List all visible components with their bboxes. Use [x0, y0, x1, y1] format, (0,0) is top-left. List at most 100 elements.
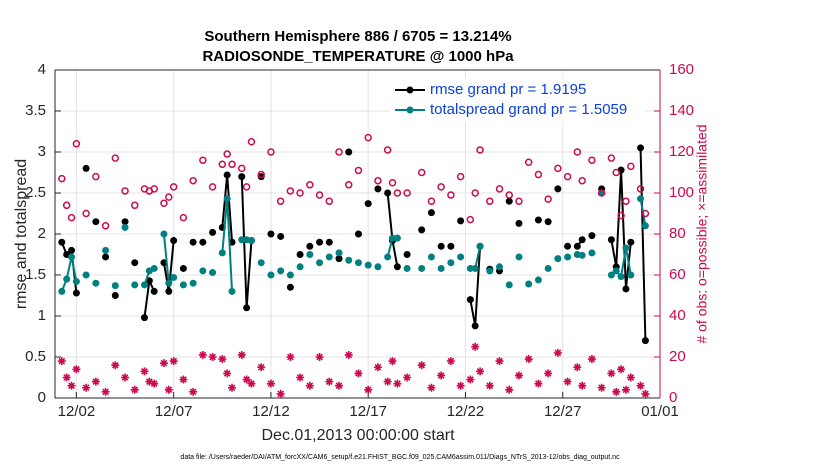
point [247, 379, 256, 388]
point [101, 222, 110, 230]
point [476, 242, 484, 250]
point [223, 171, 231, 179]
point [403, 264, 411, 272]
x-tick-label: 12/17 [349, 403, 387, 420]
point [578, 176, 586, 185]
point [364, 133, 372, 142]
point [170, 273, 178, 281]
point [189, 279, 197, 287]
point [637, 195, 645, 203]
point [588, 249, 596, 257]
line-segment [620, 247, 627, 277]
point [140, 367, 149, 376]
point [62, 201, 71, 210]
point [63, 275, 71, 283]
point [286, 283, 294, 291]
y2-tick-label: 40 [669, 307, 686, 324]
point [636, 381, 645, 390]
point [189, 387, 198, 396]
point [82, 271, 90, 279]
point [544, 195, 552, 203]
point [457, 217, 465, 225]
point [131, 201, 139, 210]
point [238, 164, 246, 173]
y-tick-label: 2 [38, 225, 46, 242]
point [612, 387, 621, 396]
point [208, 183, 217, 191]
point [305, 381, 314, 390]
point [505, 197, 513, 205]
point [218, 355, 227, 364]
point [627, 238, 635, 246]
point [564, 242, 572, 250]
point [626, 373, 635, 382]
point [165, 193, 173, 201]
line-segment [65, 256, 73, 280]
legend-label: rmse grand pr = 1.9195 [430, 81, 586, 98]
point [286, 271, 294, 279]
point [573, 363, 582, 372]
point [150, 264, 158, 272]
point [160, 230, 168, 238]
point [257, 363, 266, 372]
point [427, 197, 436, 205]
point [169, 357, 178, 366]
point [403, 373, 412, 382]
y2-tick-label: 60 [669, 266, 686, 283]
point [267, 230, 275, 238]
point [189, 238, 197, 246]
point [242, 183, 251, 191]
point [257, 173, 265, 181]
point [485, 381, 494, 390]
point [179, 375, 188, 384]
point [447, 242, 455, 250]
point [306, 251, 314, 258]
point [72, 289, 80, 297]
point [514, 371, 523, 380]
point [554, 255, 562, 263]
point [393, 379, 402, 388]
point [228, 383, 237, 392]
point [306, 242, 314, 250]
point [140, 314, 148, 322]
chart-subtitle: RADIOSONDE_TEMPERATURE @ 1000 hPa [202, 48, 514, 65]
point [534, 379, 543, 388]
point [58, 174, 66, 183]
point [544, 218, 552, 226]
point [218, 160, 227, 169]
point [335, 249, 343, 257]
point [384, 189, 392, 197]
point [121, 373, 130, 382]
point [199, 267, 207, 275]
point [223, 150, 231, 158]
point [247, 138, 256, 146]
point [553, 348, 562, 357]
point [160, 199, 168, 207]
point [82, 164, 90, 172]
point [276, 389, 285, 398]
point [92, 172, 100, 181]
point [515, 197, 523, 205]
point [140, 281, 148, 289]
point [578, 236, 586, 244]
point [641, 389, 650, 398]
point [554, 164, 562, 173]
point [67, 381, 76, 390]
point [325, 377, 334, 386]
point [345, 148, 353, 156]
point [364, 385, 373, 394]
point [218, 249, 226, 257]
y2-tick-label: 80 [669, 225, 686, 242]
point [164, 385, 173, 394]
point [418, 264, 426, 272]
point [389, 234, 397, 242]
point [374, 176, 382, 185]
point [130, 385, 139, 394]
point [296, 251, 304, 258]
point [111, 292, 119, 299]
point [471, 264, 479, 272]
y2-tick-label: 0 [669, 389, 677, 406]
legend-marker [406, 106, 414, 114]
point [198, 350, 207, 359]
